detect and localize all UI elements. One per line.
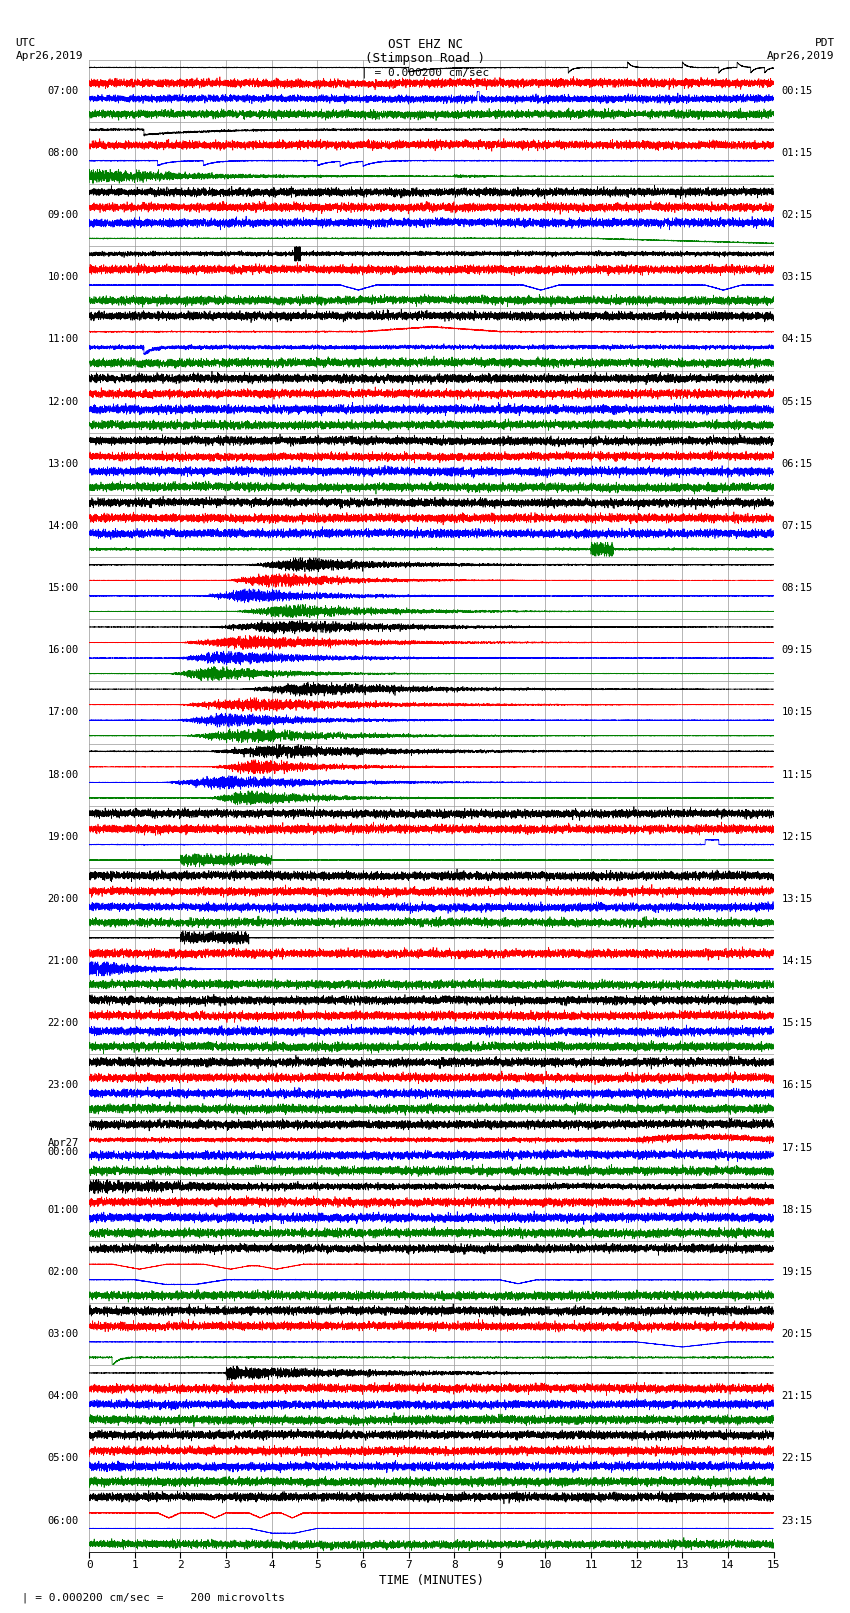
Text: 17:15: 17:15	[782, 1142, 813, 1153]
Text: 07:15: 07:15	[782, 521, 813, 531]
Text: 04:00: 04:00	[48, 1392, 79, 1402]
Text: 14:00: 14:00	[48, 521, 79, 531]
Text: UTC: UTC	[15, 39, 36, 48]
Text: 05:00: 05:00	[48, 1453, 79, 1463]
X-axis label: TIME (MINUTES): TIME (MINUTES)	[379, 1574, 484, 1587]
Text: 08:15: 08:15	[782, 584, 813, 594]
Text: 23:00: 23:00	[48, 1081, 79, 1090]
Text: 20:00: 20:00	[48, 894, 79, 903]
Text: 18:00: 18:00	[48, 769, 79, 779]
Text: 01:00: 01:00	[48, 1205, 79, 1215]
Text: 11:15: 11:15	[782, 769, 813, 779]
Text: Apr26,2019: Apr26,2019	[768, 52, 835, 61]
Text: 12:00: 12:00	[48, 397, 79, 406]
Text: 16:00: 16:00	[48, 645, 79, 655]
Text: (Stimpson Road ): (Stimpson Road )	[365, 52, 485, 65]
Text: 04:15: 04:15	[782, 334, 813, 345]
Text: 06:00: 06:00	[48, 1516, 79, 1526]
Text: 16:15: 16:15	[782, 1081, 813, 1090]
Text: 13:00: 13:00	[48, 458, 79, 469]
Text: 00:15: 00:15	[782, 85, 813, 95]
Text: 17:00: 17:00	[48, 708, 79, 718]
Text: 08:00: 08:00	[48, 148, 79, 158]
Text: 22:00: 22:00	[48, 1018, 79, 1027]
Text: 12:15: 12:15	[782, 832, 813, 842]
Text: 03:00: 03:00	[48, 1329, 79, 1339]
Text: 23:15: 23:15	[782, 1516, 813, 1526]
Text: | = 0.000200 cm/sec: | = 0.000200 cm/sec	[361, 68, 489, 77]
Text: 02:15: 02:15	[782, 210, 813, 219]
Text: Apr26,2019: Apr26,2019	[15, 52, 82, 61]
Text: 14:15: 14:15	[782, 957, 813, 966]
Text: 19:15: 19:15	[782, 1266, 813, 1277]
Text: 19:00: 19:00	[48, 832, 79, 842]
Text: 10:15: 10:15	[782, 708, 813, 718]
Text: 09:00: 09:00	[48, 210, 79, 219]
Text: PDT: PDT	[814, 39, 835, 48]
Text: 18:15: 18:15	[782, 1205, 813, 1215]
Text: 15:15: 15:15	[782, 1018, 813, 1027]
Text: 21:15: 21:15	[782, 1392, 813, 1402]
Text: 03:15: 03:15	[782, 273, 813, 282]
Text: 01:15: 01:15	[782, 148, 813, 158]
Text: Apr27
00:00: Apr27 00:00	[48, 1139, 79, 1157]
Text: 06:15: 06:15	[782, 458, 813, 469]
Text: | = 0.000200 cm/sec =    200 microvolts: | = 0.000200 cm/sec = 200 microvolts	[15, 1592, 286, 1603]
Text: OST EHZ NC: OST EHZ NC	[388, 37, 462, 50]
Text: 21:00: 21:00	[48, 957, 79, 966]
Text: 05:15: 05:15	[782, 397, 813, 406]
Text: 15:00: 15:00	[48, 584, 79, 594]
Text: 13:15: 13:15	[782, 894, 813, 903]
Text: 02:00: 02:00	[48, 1266, 79, 1277]
Text: 20:15: 20:15	[782, 1329, 813, 1339]
Text: 10:00: 10:00	[48, 273, 79, 282]
Text: 11:00: 11:00	[48, 334, 79, 345]
Text: 09:15: 09:15	[782, 645, 813, 655]
Text: 07:00: 07:00	[48, 85, 79, 95]
Text: 22:15: 22:15	[782, 1453, 813, 1463]
